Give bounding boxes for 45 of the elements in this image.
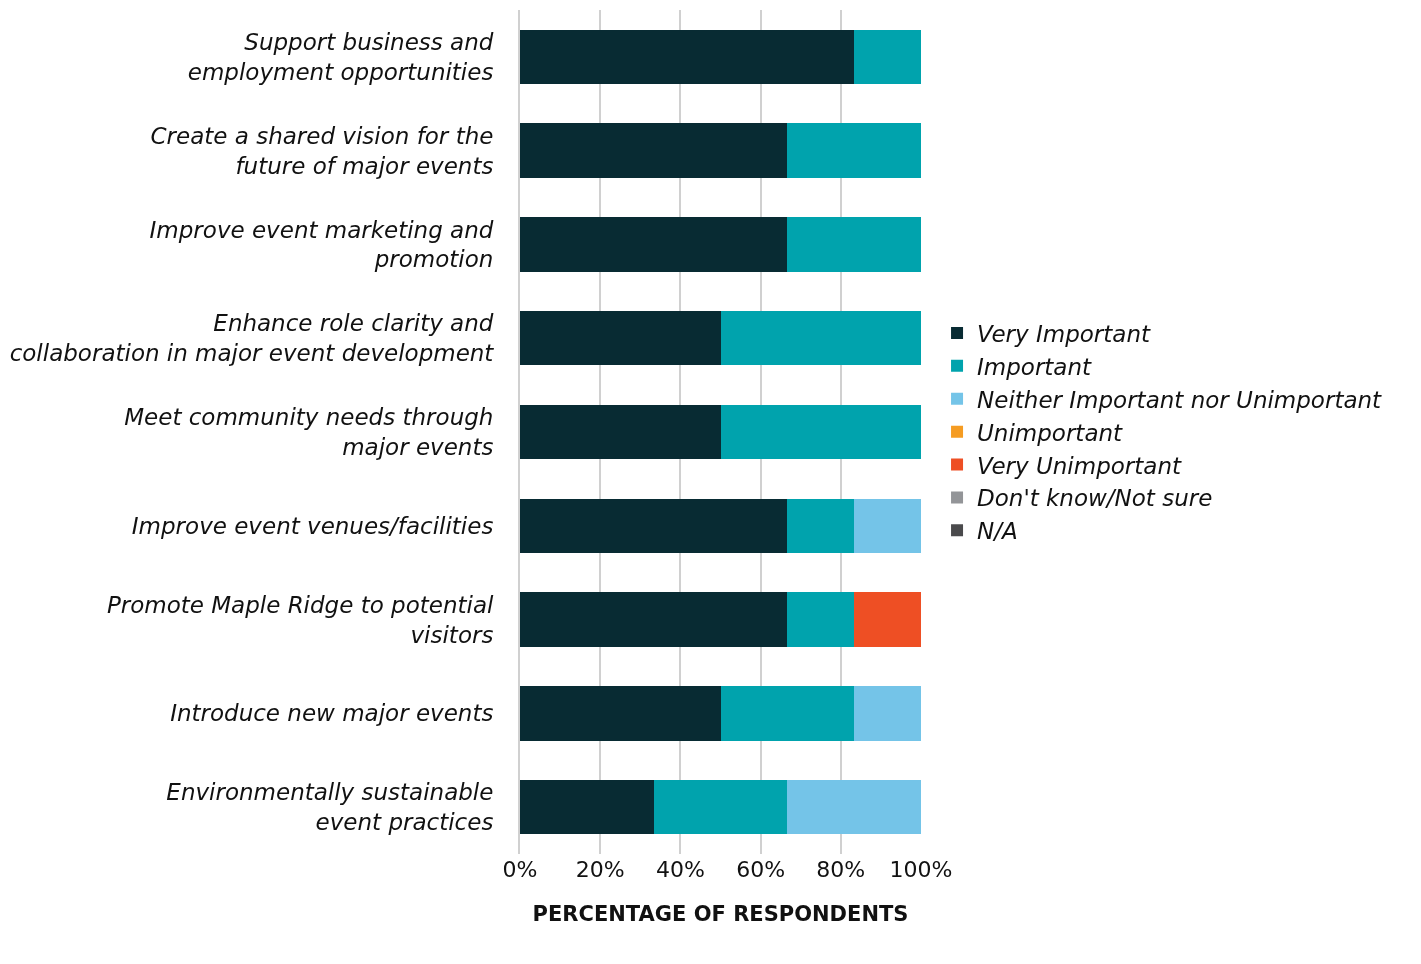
- bar: [520, 29, 855, 85]
- y-tick-label: Environmentally sustainable event practices: [166, 779, 494, 836]
- legend-label: Very Important: [977, 320, 1151, 347]
- bar: [854, 686, 921, 741]
- bar: [720, 404, 921, 460]
- bar: [854, 592, 921, 647]
- x-tick-label: 20%: [575, 857, 625, 882]
- y-tick-label: Promote Maple Ridge to potential visitors: [106, 591, 494, 648]
- bar: [854, 29, 921, 85]
- bar: [720, 311, 921, 366]
- bar: [854, 498, 921, 553]
- bar: [520, 592, 788, 647]
- x-tick-label: 100%: [889, 857, 953, 882]
- y-tick-label: Enhance role clarity and collaboration in major event development: [9, 310, 495, 367]
- legend-label: Important: [977, 353, 1093, 380]
- y-tick-label: Create a shared vision for the future of major events: [150, 122, 494, 179]
- bar: [520, 779, 654, 835]
- y-tick-label: Improve event venues/facilities: [131, 512, 494, 539]
- x-tick-label: 60%: [736, 857, 786, 882]
- bar: [787, 779, 921, 835]
- bar: [720, 686, 855, 741]
- bar: [787, 498, 855, 553]
- bar: [520, 311, 721, 366]
- bar: [787, 123, 921, 178]
- bar: [653, 779, 788, 835]
- legend-label: N/A: [977, 518, 1018, 545]
- y-tick-label: Improve event marketing and promotion: [149, 216, 494, 273]
- legend-label: Don't know/Not sure: [977, 485, 1213, 512]
- bar: [520, 217, 788, 272]
- bar: [520, 498, 788, 553]
- y-tick-label: Meet community needs through major events: [124, 404, 494, 460]
- bar: [520, 123, 788, 178]
- bar: [520, 404, 721, 460]
- legend-label: Very Unimportant: [977, 452, 1182, 479]
- bar: [787, 217, 921, 272]
- bar: [787, 592, 855, 647]
- x-tick-label: 80%: [816, 857, 866, 882]
- legend-label: Neither Important nor Unimportant: [977, 386, 1383, 413]
- x-tick-label: 40%: [655, 857, 705, 882]
- x-axis-title: PERCENTAGE OF RESPONDENTS: [532, 902, 909, 927]
- legend-label: Unimportant: [977, 419, 1124, 446]
- bar: [520, 686, 721, 741]
- y-tick-label: Support business and employment opportunities: [187, 28, 494, 85]
- x-tick-label: 0%: [502, 857, 538, 882]
- y-tick-label: Introduce new major events: [170, 700, 494, 727]
